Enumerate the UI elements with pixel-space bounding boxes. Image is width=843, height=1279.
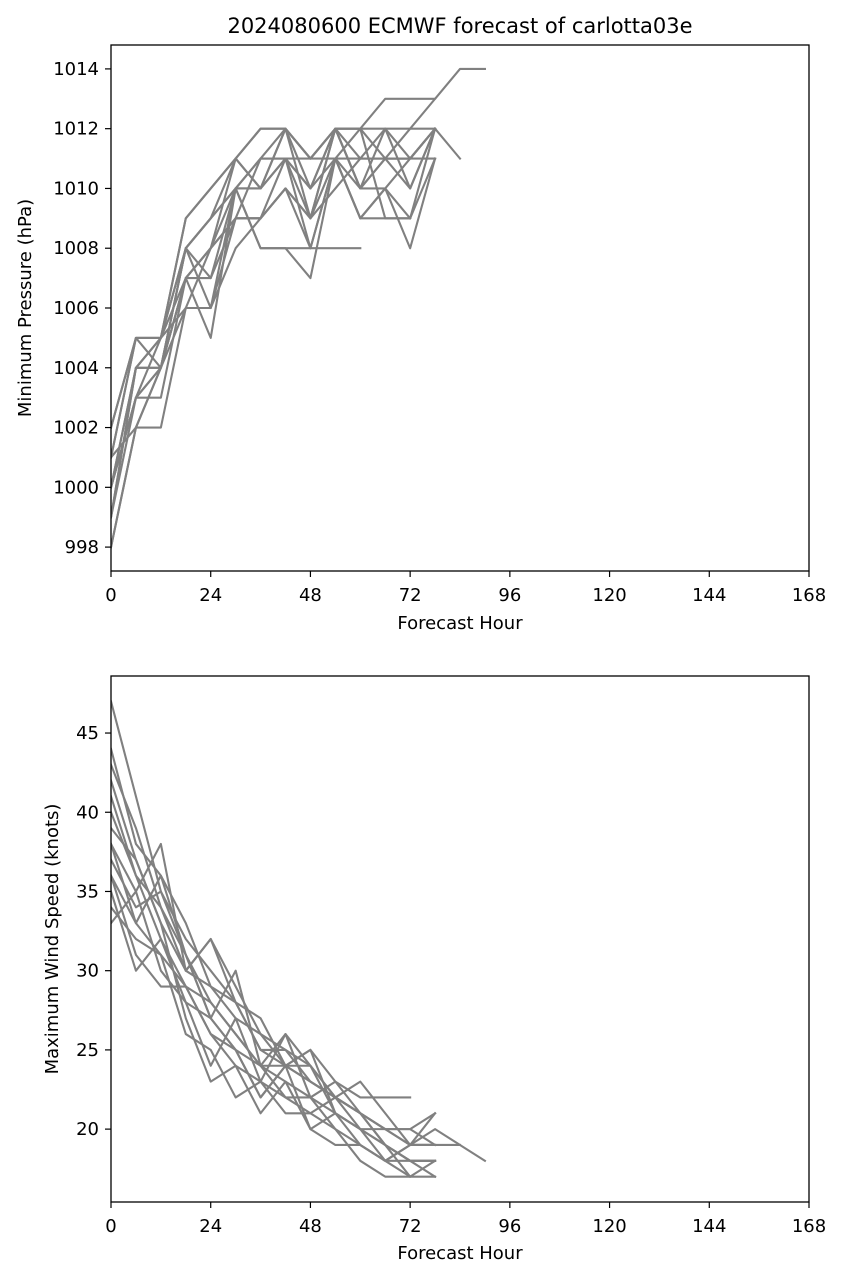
pressure-y-tick-label: 1000 (53, 477, 99, 498)
wind-series-line (111, 890, 437, 1147)
pressure-y-tick-label: 1008 (53, 238, 99, 259)
pressure-y-tick-label: 998 (65, 537, 99, 558)
wind-plot-area: 0 24 48 72 96 120 144 168 20 25 30 35 40 45 (76, 675, 826, 1237)
wind-y-tick-label: 30 (76, 961, 99, 982)
pressure-series-line (111, 97, 437, 429)
wind-chart: 0 24 48 72 96 120 144 168 20 25 30 35 40 45 Forecast … (42, 675, 826, 1264)
wind-y-tick-label: 25 (76, 1040, 99, 1061)
wind-x-tick-label: 120 (592, 1216, 626, 1237)
wind-series-line (111, 905, 412, 1179)
wind-x-tick-label: 168 (792, 1216, 826, 1237)
pressure-y-tick-label: 1014 (53, 59, 99, 80)
wind-y-axis-label: Maximum Wind Speed (knots) (42, 804, 63, 1075)
wind-x-tick-label: 0 (105, 1216, 116, 1237)
wind-series-line (111, 842, 437, 1162)
wind-x-tick-label: 24 (199, 1216, 222, 1237)
wind-y-tick-label: 35 (76, 881, 99, 902)
pressure-y-tick-label: 1012 (53, 119, 99, 140)
wind-x-tick-label: 72 (399, 1216, 422, 1237)
wind-x-tick-label: 96 (498, 1216, 521, 1237)
pressure-y-tick-label: 1002 (53, 418, 99, 439)
pressure-y-axis-label: Minimum Pressure (hPa) (15, 199, 36, 417)
wind-y-tick-label: 45 (76, 723, 99, 744)
wind-x-tick-label: 48 (299, 1216, 322, 1237)
pressure-y-tick-label: 1006 (53, 298, 99, 319)
pressure-x-tick-label: 144 (692, 585, 726, 606)
wind-series-group (111, 700, 487, 1179)
pressure-x-tick-label: 96 (498, 585, 521, 606)
pressure-x-tick-label: 120 (592, 585, 626, 606)
wind-plot-frame (110, 675, 810, 1203)
pressure-x-tick-label: 72 (399, 585, 422, 606)
pressure-chart: 2024080600 ECMWF forecast of carlotta03e… (15, 14, 826, 634)
pressure-series-group (111, 67, 486, 549)
chart-title: 2024080600 ECMWF forecast of carlotta03e (227, 14, 692, 38)
pressure-series-line (111, 187, 362, 489)
pressure-plot-area: 0 24 48 72 96 120 144 168 998 1000 1002 1004 1006 100… (53, 44, 826, 606)
wind-series-line (111, 763, 412, 1099)
pressure-x-tick-label: 168 (792, 585, 826, 606)
wind-y-tick-label: 40 (76, 802, 99, 823)
pressure-x-tick-label: 0 (105, 585, 116, 606)
pressure-x-tick-label: 24 (199, 585, 222, 606)
pressure-x-tick-label: 48 (299, 585, 322, 606)
wind-series-line (111, 874, 437, 1162)
pressure-x-axis-label: Forecast Hour (397, 613, 523, 634)
pressure-y-tick-label: 1010 (53, 178, 99, 199)
wind-y-tick-label: 20 (76, 1119, 99, 1140)
wind-x-axis-label: Forecast Hour (397, 1243, 523, 1264)
pressure-y-tick-label: 1004 (53, 358, 99, 379)
wind-x-tick-label: 144 (692, 1216, 726, 1237)
